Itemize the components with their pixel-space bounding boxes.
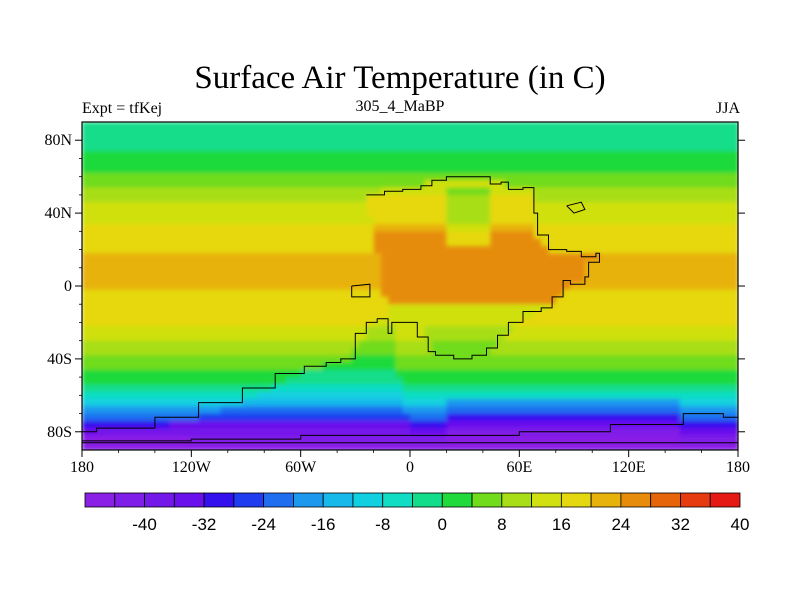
lon-tick-label: 120E xyxy=(612,459,646,476)
lat-tick-label: 40N xyxy=(44,205,72,222)
colorbar-label: -40 xyxy=(132,515,157,534)
island-outline-1 xyxy=(351,283,371,298)
colorbar-label: -32 xyxy=(192,515,217,534)
lat-tick-label: 0 xyxy=(64,278,72,295)
lon-tick-label: 180 xyxy=(726,459,750,476)
colorbar-label: 16 xyxy=(552,515,571,534)
colorbar-swatch xyxy=(293,492,324,508)
colorbar-swatch xyxy=(471,492,503,508)
lon-tick-label: 120W xyxy=(172,459,212,476)
colorbar-swatch xyxy=(531,492,562,508)
coastline-path xyxy=(82,176,738,450)
colorbar-label: 24 xyxy=(611,515,630,534)
lon-tick-label: 60W xyxy=(285,459,317,476)
colorbar-swatch xyxy=(233,492,265,508)
colorbar-swatch xyxy=(501,492,532,508)
axis-ticks: 80N 40N 0 40S 80S 180 120W 60W 0 60E 120E 180 xyxy=(44,132,750,476)
colorbar-swatch xyxy=(680,492,711,508)
colorbar-label: -8 xyxy=(375,515,390,534)
experiment-label: Expt = tfKej xyxy=(82,100,163,117)
lon-tick-label: 180 xyxy=(70,459,94,476)
colorbar-swatch xyxy=(263,492,294,508)
lon-tick-label: 0 xyxy=(406,459,414,476)
colorbar-swatch xyxy=(382,492,413,508)
colorbar-label: -16 xyxy=(311,515,336,534)
colorbar-label: 8 xyxy=(497,515,506,534)
colorbar-swatch xyxy=(203,492,235,508)
season-label: JJA xyxy=(715,100,740,117)
lat-tick-label: 40S xyxy=(47,351,72,368)
period-label: 305_4_MaBP xyxy=(355,98,445,115)
colorbar-label: 32 xyxy=(671,515,690,534)
colorbar-swatch xyxy=(620,492,652,508)
plot-area xyxy=(81,121,739,451)
colorbar-swatch xyxy=(441,492,473,508)
colorbar-swatch xyxy=(84,492,116,508)
colorbar-swatch xyxy=(322,492,354,508)
lat-tick-label: 80S xyxy=(47,424,72,441)
colorbar-swatch xyxy=(173,492,205,508)
colorbar-label: -24 xyxy=(251,515,276,534)
lon-tick-label: 60E xyxy=(506,459,532,476)
colorbar-swatch xyxy=(144,492,175,508)
colorbar-swatch xyxy=(709,492,741,508)
colorbar-swatch xyxy=(650,492,681,508)
colorbar: -40 -32 -24 -16 -8 0 8 16 24 32 40 xyxy=(84,492,750,534)
colorbar-label: 40 xyxy=(731,515,750,534)
lat-tick-label: 80N xyxy=(44,132,72,149)
colorbar-swatch xyxy=(560,492,592,508)
continent-outline xyxy=(82,176,738,450)
colorbar-swatch xyxy=(352,492,384,508)
colorbar-swatch xyxy=(590,492,622,508)
island-outline-0 xyxy=(566,201,586,214)
chart-title: Surface Air Temperature (in C) xyxy=(194,60,606,96)
temperature-field xyxy=(82,122,738,450)
colorbar-label: 0 xyxy=(438,515,447,534)
colorbar-swatch xyxy=(114,492,145,508)
colorbar-swatch xyxy=(412,492,443,508)
